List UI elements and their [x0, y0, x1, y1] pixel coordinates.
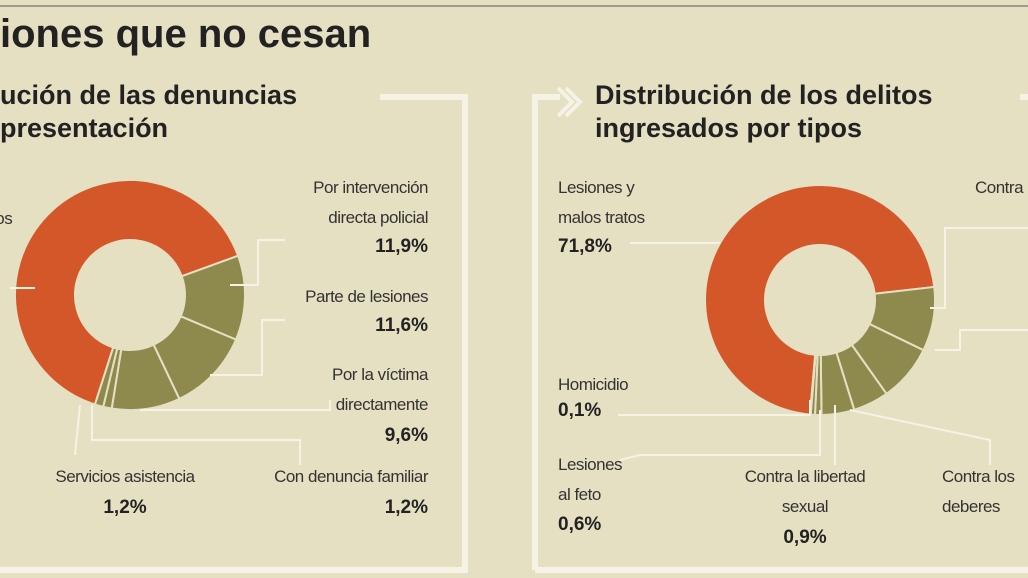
slice-label: Por la víctima directamente — [332, 365, 428, 414]
chart-title: ución de las denuncias — [0, 80, 298, 110]
value-label: 0,6% — [558, 514, 602, 535]
left-frame — [0, 94, 468, 573]
value-label: 1,2% — [103, 497, 147, 518]
slice-label: Por intervención directa policial — [313, 178, 428, 227]
value-label: 11,9% — [375, 236, 428, 257]
slice-label: Servicios asistencia — [55, 467, 195, 486]
value-label: 1,2% — [384, 497, 428, 518]
slice-label: los — [0, 209, 13, 228]
value-label: 0,1% — [558, 400, 602, 421]
slice-label: Con denuncia familiar — [274, 467, 428, 486]
right-frame — [532, 94, 560, 570]
header-title: iones que no cesan — [0, 12, 372, 56]
slice-label: Contra — [975, 178, 1024, 197]
donut-slice — [14, 179, 240, 406]
value-label: 0,9% — [783, 527, 827, 548]
slice-label: Lesiones al feto — [558, 455, 623, 504]
donut-slice — [704, 184, 936, 416]
value-label: 71,8% — [558, 236, 612, 257]
slice-label: Contra los deberes — [942, 467, 1015, 516]
chart-title: presentación — [0, 113, 169, 143]
chart-title: Distribución de los delitos — [595, 80, 933, 110]
value-label: 11,6% — [375, 315, 428, 336]
value-label: 9,6% — [384, 425, 428, 446]
slice-label: Contra la libertad sexual — [744, 467, 866, 516]
slice-label: Parte de lesiones — [305, 287, 428, 306]
leader-lines — [10, 227, 1028, 465]
chevron-icon — [556, 86, 583, 118]
slice-label: Homicidio — [558, 375, 629, 394]
chart-title: ingresados por tipos — [595, 113, 863, 143]
slice-label: Lesiones y malos tratos — [558, 178, 645, 227]
